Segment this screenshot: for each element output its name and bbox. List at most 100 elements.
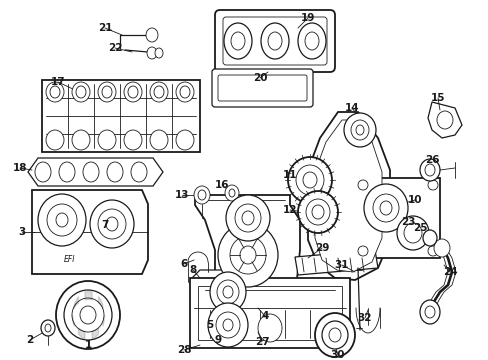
FancyBboxPatch shape bbox=[212, 69, 312, 107]
Ellipse shape bbox=[90, 200, 134, 248]
Ellipse shape bbox=[198, 190, 205, 200]
Ellipse shape bbox=[207, 303, 247, 347]
Text: 11: 11 bbox=[282, 170, 297, 180]
Polygon shape bbox=[307, 112, 389, 280]
Ellipse shape bbox=[224, 185, 239, 201]
Ellipse shape bbox=[98, 209, 126, 239]
Text: 1: 1 bbox=[84, 340, 91, 350]
Ellipse shape bbox=[433, 239, 449, 257]
Ellipse shape bbox=[305, 199, 329, 225]
Ellipse shape bbox=[295, 165, 324, 195]
Text: 29: 29 bbox=[314, 243, 328, 253]
Ellipse shape bbox=[225, 195, 269, 241]
Text: 10: 10 bbox=[407, 195, 421, 205]
Ellipse shape bbox=[59, 162, 75, 182]
Text: 9: 9 bbox=[214, 335, 221, 345]
Ellipse shape bbox=[357, 246, 367, 256]
Text: 32: 32 bbox=[357, 313, 371, 323]
Ellipse shape bbox=[223, 319, 232, 331]
Ellipse shape bbox=[403, 223, 421, 243]
Text: 25: 25 bbox=[412, 223, 427, 233]
Ellipse shape bbox=[56, 213, 68, 227]
Ellipse shape bbox=[235, 204, 261, 232]
Ellipse shape bbox=[147, 47, 157, 59]
Ellipse shape bbox=[229, 236, 265, 274]
Ellipse shape bbox=[311, 205, 324, 219]
Ellipse shape bbox=[258, 314, 282, 342]
Text: EFI: EFI bbox=[64, 256, 76, 265]
Ellipse shape bbox=[303, 172, 316, 188]
Ellipse shape bbox=[422, 230, 436, 246]
FancyBboxPatch shape bbox=[218, 75, 306, 101]
Text: 26: 26 bbox=[424, 155, 438, 165]
Ellipse shape bbox=[343, 113, 375, 147]
Ellipse shape bbox=[45, 324, 51, 332]
Ellipse shape bbox=[80, 306, 96, 324]
Ellipse shape bbox=[240, 246, 256, 264]
Text: 20: 20 bbox=[252, 73, 267, 83]
Ellipse shape bbox=[176, 130, 194, 150]
Text: 5: 5 bbox=[206, 320, 213, 330]
Bar bbox=[190, 278, 349, 348]
Polygon shape bbox=[427, 102, 461, 138]
Ellipse shape bbox=[35, 162, 51, 182]
Ellipse shape bbox=[242, 211, 253, 225]
FancyBboxPatch shape bbox=[215, 10, 334, 72]
Text: 27: 27 bbox=[254, 337, 269, 347]
Ellipse shape bbox=[287, 157, 331, 203]
Bar bbox=[42, 80, 200, 152]
Polygon shape bbox=[294, 250, 377, 275]
Ellipse shape bbox=[98, 82, 116, 102]
Ellipse shape bbox=[131, 162, 147, 182]
Ellipse shape bbox=[150, 82, 168, 102]
Text: 30: 30 bbox=[330, 350, 345, 360]
Polygon shape bbox=[314, 120, 381, 272]
Ellipse shape bbox=[217, 280, 239, 304]
Text: 2: 2 bbox=[26, 335, 34, 345]
Ellipse shape bbox=[106, 217, 118, 231]
Ellipse shape bbox=[107, 162, 123, 182]
Ellipse shape bbox=[50, 86, 60, 98]
Text: 21: 21 bbox=[98, 23, 112, 33]
Ellipse shape bbox=[355, 125, 363, 135]
Text: 3: 3 bbox=[19, 227, 25, 237]
Text: 4: 4 bbox=[261, 311, 268, 321]
Ellipse shape bbox=[56, 281, 120, 349]
Text: 12: 12 bbox=[282, 205, 297, 215]
Ellipse shape bbox=[41, 320, 55, 336]
Ellipse shape bbox=[155, 48, 163, 58]
Ellipse shape bbox=[72, 130, 90, 150]
Polygon shape bbox=[192, 270, 264, 315]
Text: 31: 31 bbox=[334, 260, 348, 270]
Ellipse shape bbox=[218, 223, 278, 287]
Ellipse shape bbox=[209, 272, 245, 312]
Text: 23: 23 bbox=[400, 217, 414, 227]
Text: 13: 13 bbox=[174, 190, 189, 200]
Ellipse shape bbox=[261, 23, 288, 59]
Ellipse shape bbox=[76, 86, 86, 98]
Ellipse shape bbox=[427, 180, 437, 190]
Ellipse shape bbox=[64, 290, 112, 340]
Ellipse shape bbox=[372, 194, 398, 222]
Ellipse shape bbox=[46, 82, 64, 102]
Ellipse shape bbox=[176, 82, 194, 102]
Ellipse shape bbox=[83, 162, 99, 182]
Text: 15: 15 bbox=[430, 93, 445, 103]
Ellipse shape bbox=[419, 159, 439, 181]
Ellipse shape bbox=[102, 86, 112, 98]
Ellipse shape bbox=[194, 186, 209, 204]
Ellipse shape bbox=[305, 32, 318, 50]
Text: 18: 18 bbox=[13, 163, 27, 173]
Ellipse shape bbox=[350, 120, 368, 140]
Ellipse shape bbox=[230, 32, 244, 50]
Text: 7: 7 bbox=[101, 220, 108, 230]
Text: 24: 24 bbox=[442, 267, 456, 277]
Polygon shape bbox=[32, 190, 148, 274]
Ellipse shape bbox=[180, 86, 190, 98]
Ellipse shape bbox=[47, 204, 77, 236]
Text: 14: 14 bbox=[344, 103, 359, 113]
Ellipse shape bbox=[419, 300, 439, 324]
Ellipse shape bbox=[357, 180, 367, 190]
Ellipse shape bbox=[228, 189, 235, 197]
Ellipse shape bbox=[150, 130, 168, 150]
